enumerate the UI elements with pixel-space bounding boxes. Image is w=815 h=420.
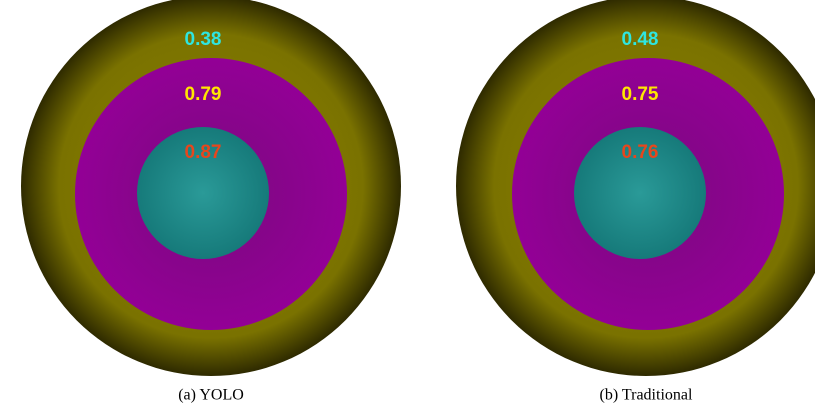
outer-score: 0.48 (622, 29, 659, 50)
caption: (a) YOLO (178, 387, 244, 404)
middle-score: 0.75 (622, 84, 659, 105)
page: 0.38 0.79 0.87 (a) YOLO 0.48 0.75 0.76 (… (0, 0, 815, 420)
middle-score: 0.79 (185, 84, 222, 105)
inner-score: 0.76 (622, 142, 659, 163)
panel-a: 0.38 0.79 0.87 (a) YOLO (21, 0, 401, 404)
panel-b: 0.48 0.75 0.76 (b) Traditional (456, 0, 815, 404)
inner-score: 0.87 (185, 142, 222, 163)
outer-score: 0.38 (185, 29, 222, 50)
figure: 0.38 0.79 0.87 (a) YOLO 0.48 0.75 0.76 (… (0, 0, 815, 420)
caption: (b) Traditional (600, 387, 693, 404)
